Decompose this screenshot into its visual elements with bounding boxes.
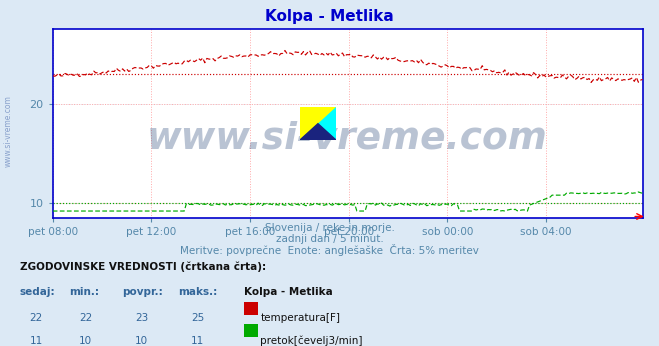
Text: 22: 22 [79,313,92,323]
Text: zadnji dan / 5 minut.: zadnji dan / 5 minut. [275,234,384,244]
Text: 10: 10 [135,336,148,346]
Text: 11: 11 [30,336,43,346]
Text: 11: 11 [191,336,204,346]
Text: Kolpa - Metlika: Kolpa - Metlika [244,287,333,297]
Text: 25: 25 [191,313,204,323]
Polygon shape [300,107,336,140]
Text: povpr.:: povpr.: [122,287,163,297]
Text: Kolpa - Metlika: Kolpa - Metlika [265,9,394,24]
Polygon shape [300,124,336,140]
Text: ZGODOVINSKE VREDNOSTI (črtkana črta):: ZGODOVINSKE VREDNOSTI (črtkana črta): [20,261,266,272]
Text: sedaj:: sedaj: [20,287,55,297]
Text: min.:: min.: [69,287,100,297]
Text: pretok[čevelj3/min]: pretok[čevelj3/min] [260,336,363,346]
Text: Slovenija / reke in morje.: Slovenija / reke in morje. [264,223,395,233]
Text: maks.:: maks.: [178,287,217,297]
Text: temperatura[F]: temperatura[F] [260,313,340,323]
Text: www.si-vreme.com: www.si-vreme.com [147,121,548,157]
Text: www.si-vreme.com: www.si-vreme.com [4,95,13,167]
Text: 23: 23 [135,313,148,323]
Text: Meritve: povprečne  Enote: anglešaške  Črta: 5% meritev: Meritve: povprečne Enote: anglešaške Črt… [180,244,479,256]
Text: 22: 22 [30,313,43,323]
Polygon shape [300,107,336,140]
Text: 10: 10 [79,336,92,346]
